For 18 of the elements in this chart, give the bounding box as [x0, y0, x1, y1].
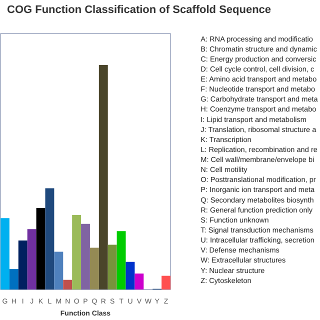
bar: [27, 229, 36, 290]
bar: [0, 218, 10, 290]
bar: [116, 231, 126, 290]
bar: [126, 262, 135, 290]
bar: [45, 188, 54, 290]
bar: [90, 248, 99, 290]
bar: [162, 276, 170, 290]
bar: [54, 252, 64, 290]
bar: [72, 214, 82, 290]
bar: [134, 274, 144, 290]
bar: [81, 224, 90, 290]
bar: [18, 240, 28, 290]
bar: [36, 208, 46, 290]
bar: [9, 269, 18, 290]
bar: [63, 280, 72, 290]
bar: [108, 244, 117, 290]
bar: [98, 64, 108, 290]
chart-title: COG Function Classification of Scaffold Sequence: [7, 4, 272, 17]
